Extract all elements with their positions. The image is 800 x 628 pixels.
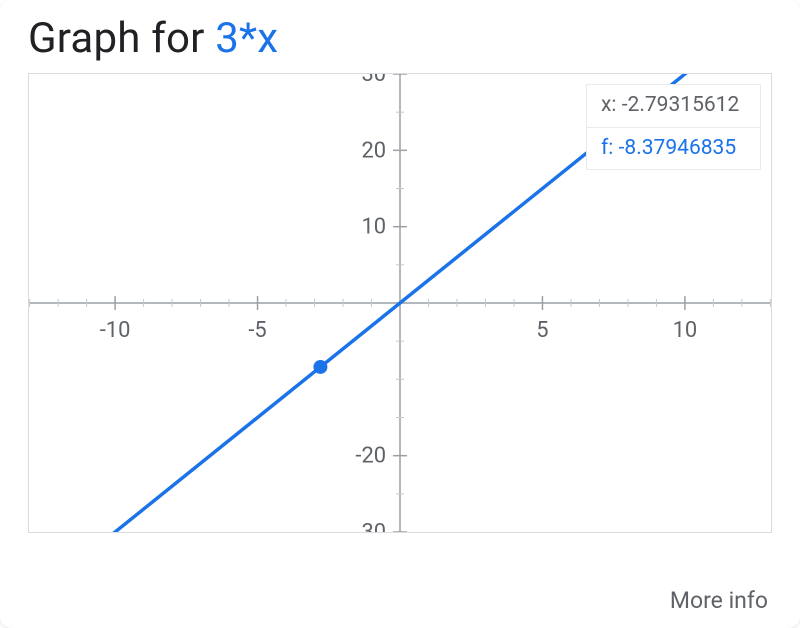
svg-text:10: 10	[673, 318, 698, 343]
svg-text:20: 20	[361, 138, 386, 163]
graph-card: Graph for 3*x -10 -5 5 10 30 -20 10 20 30 x: -2.…	[0, 0, 800, 628]
plot-area[interactable]: -10 -5 5 10 30 -20 10 20 30 x: -2.79315612 f: -8…	[28, 73, 772, 533]
more-info-link[interactable]: More info	[670, 587, 768, 614]
hover-tooltip: x: -2.79315612 f: -8.37946835	[586, 84, 761, 170]
svg-text:-10: -10	[100, 318, 131, 343]
svg-text:30: 30	[361, 74, 386, 87]
svg-text:30: 30	[361, 520, 386, 532]
tooltip-x-value: x: -2.79315612	[587, 85, 760, 127]
page-title: Graph for 3*x	[0, 14, 800, 73]
svg-text:5: 5	[536, 318, 548, 343]
tooltip-f-value: f: -8.37946835	[587, 128, 760, 170]
svg-text:-20: -20	[355, 444, 386, 469]
svg-text:10: 10	[361, 215, 386, 240]
title-prefix: Graph for	[28, 14, 215, 63]
svg-text:-5: -5	[248, 318, 266, 343]
expression-text: 3*x	[215, 14, 278, 63]
